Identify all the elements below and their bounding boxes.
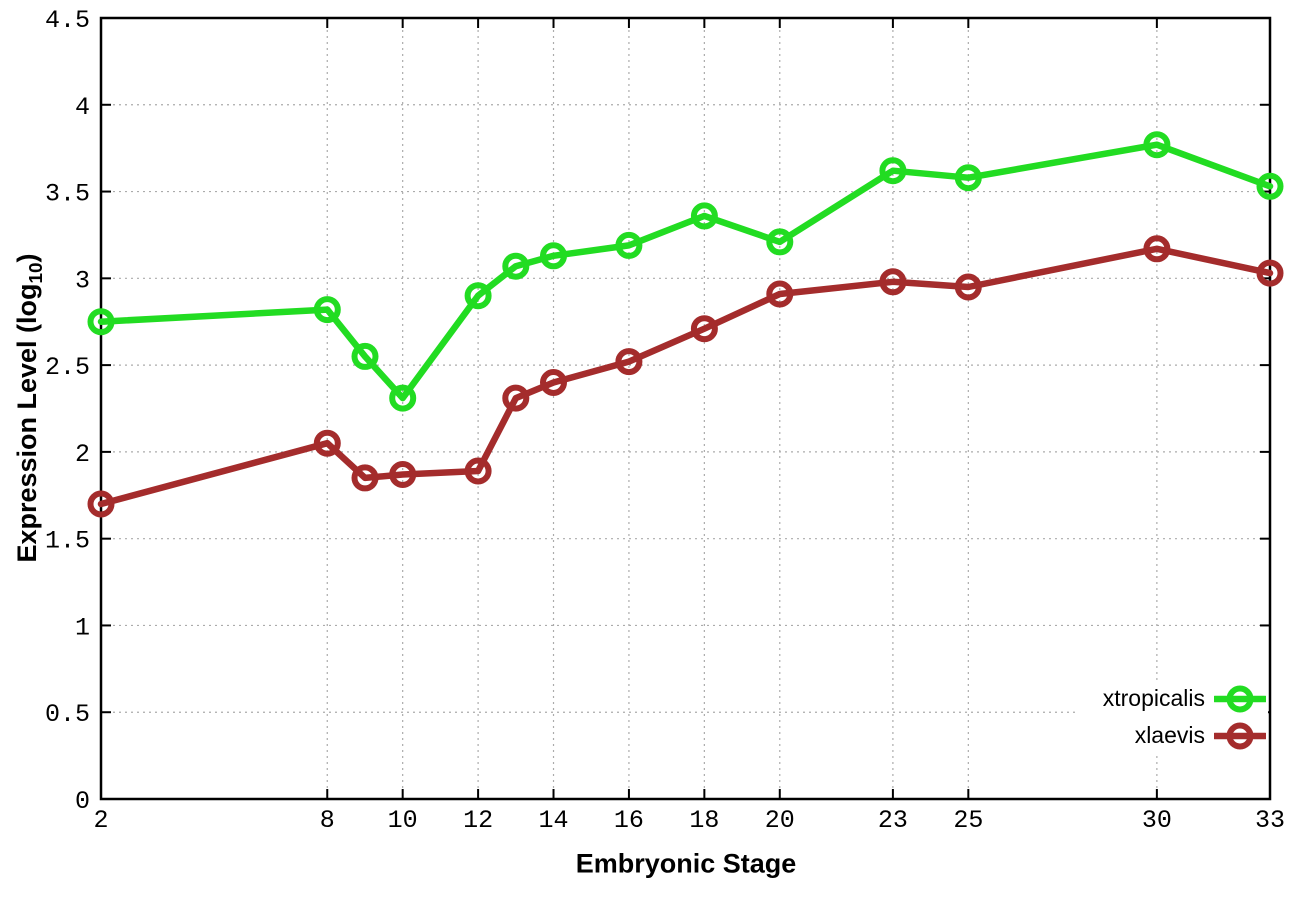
- legend: xtropicalis xlaevis: [1078, 680, 1268, 754]
- data-point-xtropicalis: [313, 296, 341, 324]
- x-tick-label: 14: [539, 806, 569, 835]
- y-axis-title-sub: 10: [26, 262, 48, 284]
- data-point-xtropicalis: [690, 202, 718, 230]
- y-axis-title-main: Expression Level (log: [11, 283, 42, 563]
- data-point-xtropicalis: [502, 252, 530, 280]
- data-point-xtropicalis: [1143, 131, 1171, 159]
- x-tick-label: 20: [765, 806, 795, 835]
- y-tick-label: 3.5: [45, 180, 90, 209]
- data-point-xtropicalis: [464, 282, 492, 310]
- data-point-xlaevis: [87, 490, 115, 518]
- x-axis-title-text: Embryonic Stage: [575, 848, 797, 879]
- x-tick-label: 33: [1255, 806, 1285, 835]
- data-point-xlaevis: [1256, 259, 1284, 287]
- data-point-xlaevis: [615, 348, 643, 376]
- data-point-xtropicalis: [954, 164, 982, 192]
- y-tick-label: 1.5: [45, 527, 90, 556]
- y-axis-title-close: ): [11, 253, 42, 263]
- data-point-xlaevis: [464, 457, 492, 485]
- x-tick-label: 30: [1142, 806, 1172, 835]
- y-tick-label: 1: [75, 613, 90, 642]
- series-line-xtropicalis: [97, 141, 1274, 402]
- data-point-xtropicalis: [879, 157, 907, 185]
- data-point-xtropicalis: [540, 242, 567, 270]
- data-point-xlaevis: [954, 273, 982, 301]
- y-tick-label: 3: [75, 266, 90, 295]
- data-point-xlaevis: [502, 384, 530, 412]
- x-tick-label: 25: [953, 806, 983, 835]
- data-point-xlaevis: [540, 369, 567, 396]
- data-point-xtropicalis: [1256, 172, 1284, 200]
- x-tick-label: 12: [463, 806, 493, 835]
- y-tick-label: 2.5: [45, 353, 90, 382]
- data-point-xlaevis: [1143, 235, 1171, 263]
- legend-label-xlaevis: xlaevis: [1134, 722, 1205, 748]
- y-tick-label: 4: [75, 93, 90, 122]
- data-point-xtropicalis: [389, 384, 417, 412]
- legend-marker-xlaevis: [1214, 722, 1266, 749]
- x-tick-label: 23: [878, 806, 908, 835]
- data-point-xlaevis: [351, 464, 379, 492]
- x-tick-label: 18: [689, 806, 719, 835]
- series-line-xlaevis: [97, 245, 1274, 508]
- y-tick-label: 2: [75, 440, 90, 469]
- data-point-xtropicalis: [351, 342, 379, 370]
- legend-marker-xtropicalis: [1214, 685, 1266, 712]
- data-point-xlaevis: [389, 461, 417, 488]
- data-point-xlaevis: [766, 280, 794, 308]
- x-tick-label: 10: [388, 806, 418, 835]
- y-axis-title-text: Expression Level (log10): [12, 253, 48, 562]
- x-tick-label: 16: [614, 806, 644, 835]
- data-point-xtropicalis: [766, 228, 794, 256]
- y-tick-label: 0: [75, 787, 90, 816]
- data-point-xlaevis: [879, 268, 907, 296]
- x-tick-label: 8: [320, 806, 335, 835]
- data-point-xlaevis: [313, 429, 341, 457]
- data-point-xtropicalis: [615, 231, 643, 259]
- y-tick-label: 4.5: [45, 6, 90, 35]
- data-point-xlaevis: [690, 315, 718, 343]
- y-tick-label: 0.5: [45, 700, 90, 729]
- data-point-xtropicalis: [87, 308, 115, 336]
- legend-row-xtropicalis: xtropicalis: [1078, 683, 1268, 715]
- legend-row-xlaevis: xlaevis: [1078, 720, 1268, 752]
- plot-border: [99, 16, 1272, 801]
- x-tick-label: 2: [93, 806, 108, 835]
- legend-label-xtropicalis: xtropicalis: [1102, 685, 1205, 711]
